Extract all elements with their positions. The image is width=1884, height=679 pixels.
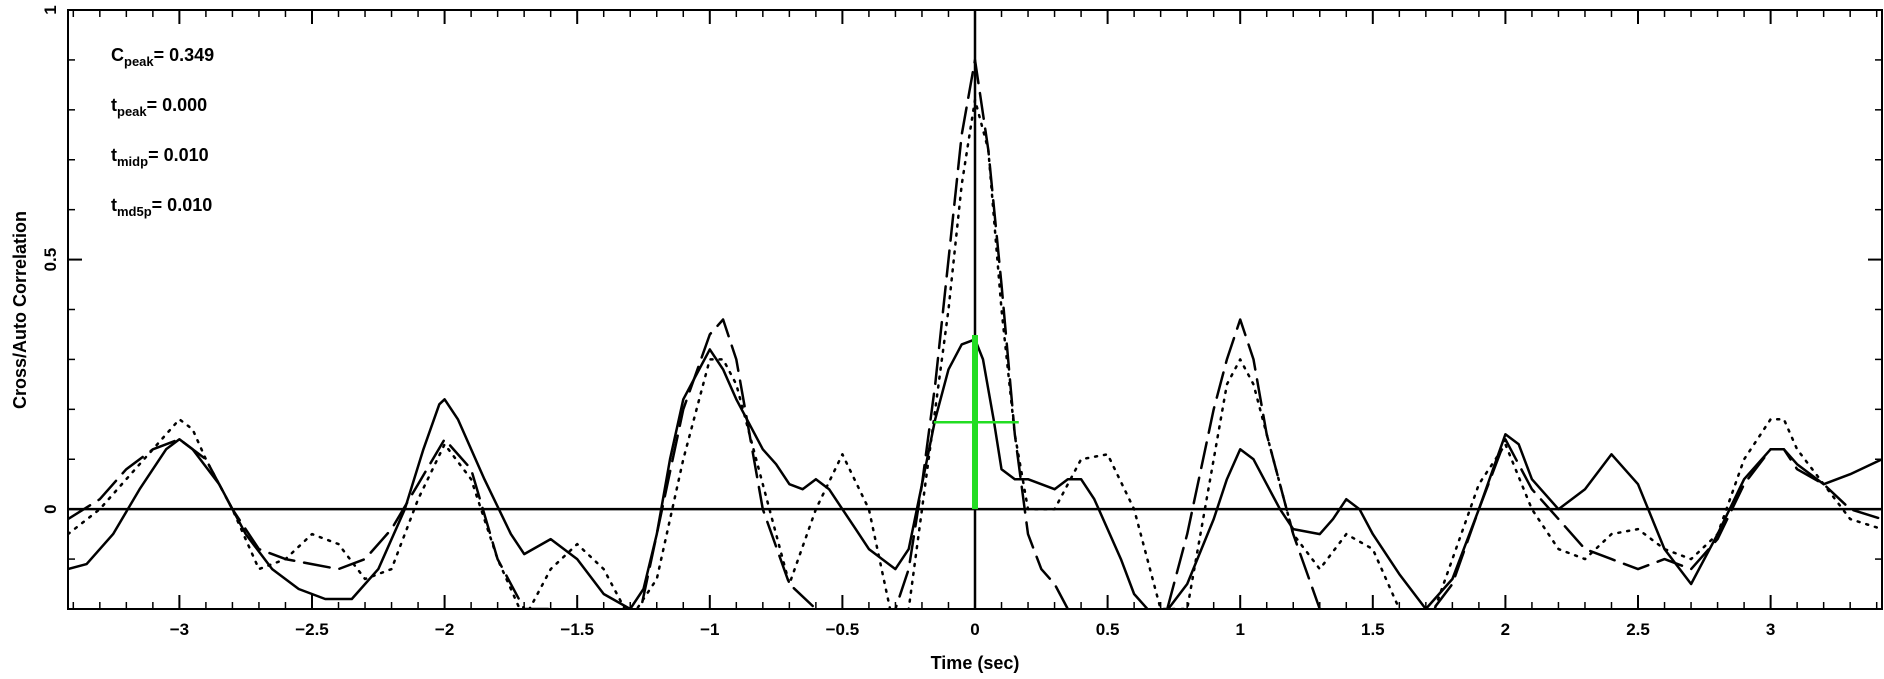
stat-annotation: Cpeak= 0.349 <box>111 45 214 69</box>
y-tick-label: 0 <box>41 504 60 513</box>
stat-annotation: tpeak= 0.000 <box>111 95 207 119</box>
y-axis-title: Cross/Auto Correlation <box>10 211 30 409</box>
x-tick-label: 3 <box>1766 620 1775 639</box>
x-tick-label: −2 <box>435 620 454 639</box>
x-tick-label: 1.5 <box>1361 620 1385 639</box>
x-tick-label: −0.5 <box>826 620 860 639</box>
y-tick-label: 1 <box>41 5 60 14</box>
x-tick-label: 2.5 <box>1626 620 1650 639</box>
stat-annotation: tmidp= 0.010 <box>111 145 209 169</box>
x-tick-label: −2.5 <box>295 620 329 639</box>
x-tick-label: 0 <box>970 620 979 639</box>
peak-marker <box>933 334 1019 510</box>
x-tick-label: 1 <box>1235 620 1244 639</box>
x-axis-title: Time (sec) <box>931 653 1020 673</box>
x-tick-label: −1.5 <box>560 620 594 639</box>
stat-annotation: tmd5p= 0.010 <box>111 195 212 219</box>
x-tick-label: −1 <box>700 620 719 639</box>
y-tick-label: 0.5 <box>41 248 60 272</box>
x-tick-label: 0.5 <box>1096 620 1120 639</box>
series-solid-line <box>68 338 1882 609</box>
x-tick-labels: −3 −2.5 −2 −1.5 −1 −0.5 0 0.5 1 1.5 2 2.5 3 <box>170 620 1776 639</box>
series-layer <box>68 58 1882 609</box>
x-tick-label: −3 <box>170 620 189 639</box>
y-tick-labels: 00.51 <box>41 5 60 514</box>
x-tick-label: 2 <box>1501 620 1510 639</box>
stats-annotations: Cpeak= 0.349 tpeak= 0.000 tmidp= 0.010 tmd5… <box>111 45 214 219</box>
series-dotted-line <box>68 98 1882 609</box>
